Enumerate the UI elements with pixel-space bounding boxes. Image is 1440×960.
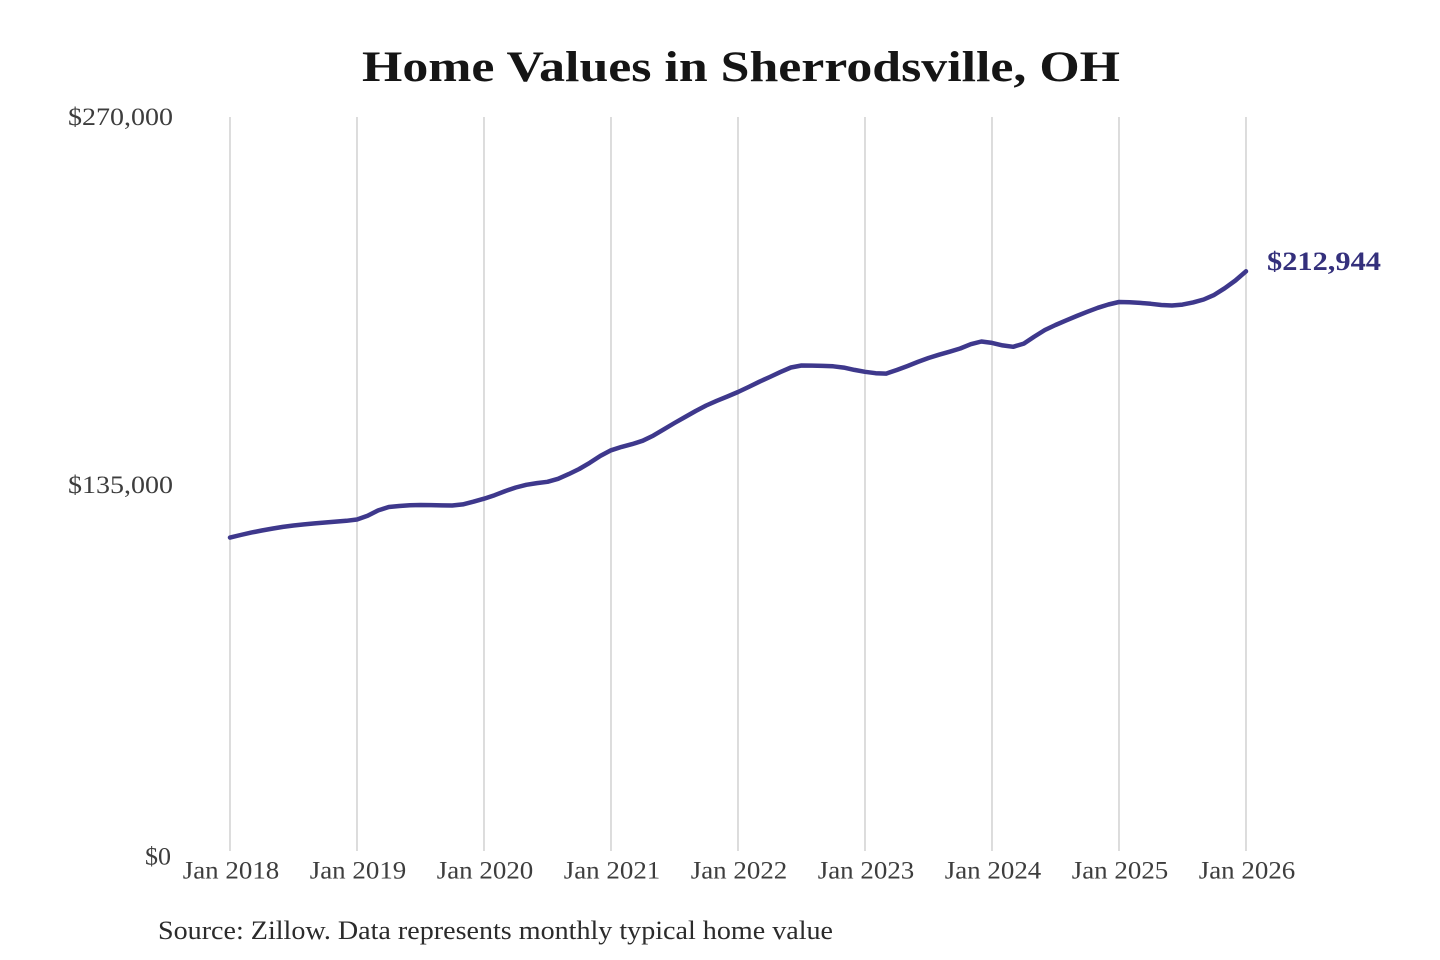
svg-text:Source: Zillow. Data represent: Source: Zillow. Data represents monthly …: [158, 916, 833, 945]
svg-text:Home Values in Sherrodsville,: Home Values in Sherrodsville, OH: [362, 44, 1120, 91]
svg-text:$212,944: $212,944: [1267, 247, 1381, 276]
svg-text:Jan 2022: Jan 2022: [691, 858, 788, 885]
svg-text:Jan 2026: Jan 2026: [1199, 858, 1296, 885]
svg-text:$270,000: $270,000: [68, 104, 173, 131]
svg-text:Jan 2025: Jan 2025: [1072, 858, 1169, 885]
svg-text:Jan 2021: Jan 2021: [564, 858, 661, 885]
svg-text:$0: $0: [145, 844, 171, 871]
svg-text:$135,000: $135,000: [68, 472, 173, 499]
svg-text:Jan 2020: Jan 2020: [437, 858, 534, 885]
svg-text:Jan 2018: Jan 2018: [183, 858, 280, 885]
svg-text:Jan 2019: Jan 2019: [310, 858, 407, 885]
svg-text:Jan 2023: Jan 2023: [818, 858, 915, 885]
svg-text:Jan 2024: Jan 2024: [945, 858, 1042, 885]
